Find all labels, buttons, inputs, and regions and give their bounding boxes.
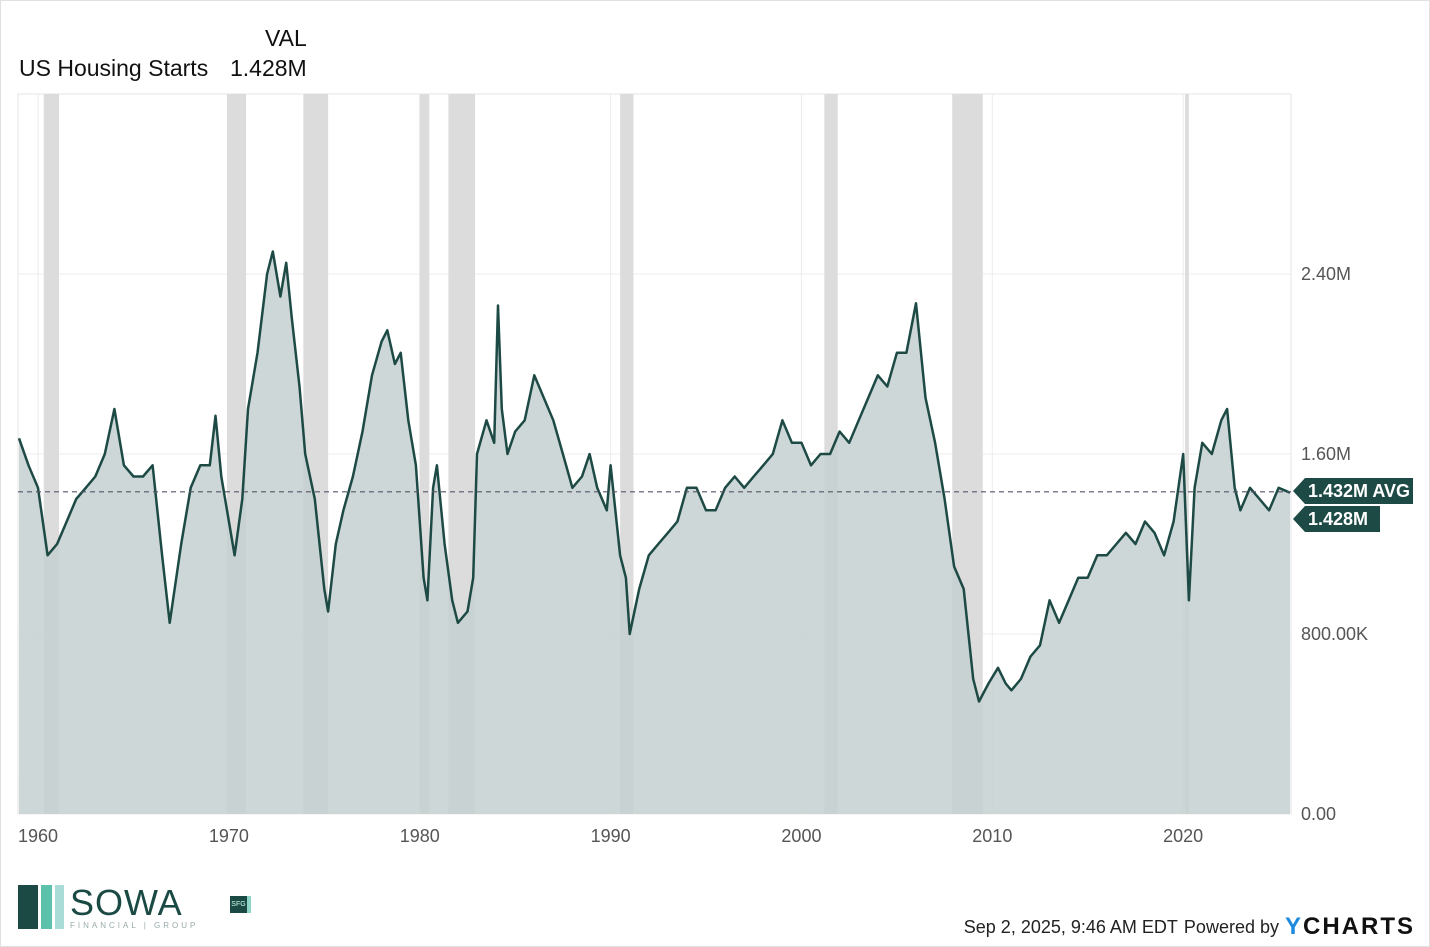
y-tick-label: 2.40M [1301, 264, 1351, 284]
value-column-header: VAL [265, 25, 307, 51]
last-value-label: 1.428M [1308, 509, 1368, 529]
ycharts-logo[interactable]: YCHARTS [1285, 913, 1415, 941]
x-tick-label: 1980 [400, 826, 440, 846]
logo-name: SOWA [70, 882, 183, 923]
recession-bar [1185, 94, 1189, 814]
sowa-logo: SOWA FINANCIAL | GROUP [18, 885, 198, 930]
x-tick-label: 1970 [209, 826, 249, 846]
powered-by: Powered by [1183, 916, 1279, 937]
average-label: 1.432M AVG [1308, 481, 1410, 501]
logo-subtitle: FINANCIAL | GROUP [70, 921, 199, 930]
sfg-badge-logo: SFG [230, 896, 251, 913]
x-tick-label: 2000 [781, 826, 821, 846]
x-tick-label: 2010 [972, 826, 1012, 846]
y-tick-label: 800.00K [1301, 624, 1368, 644]
y-tick-label: 1.60M [1301, 444, 1351, 464]
timestamp: Sep 2, 2025, 9:46 AM EDT [963, 916, 1178, 937]
y-tick-label: 0.00 [1301, 804, 1336, 824]
footer: Sep 2, 2025, 9:46 AM EDT Powered by YCHA… [964, 913, 1415, 941]
ycharts-logo-text: CHARTS [1303, 913, 1415, 940]
series-name[interactable]: US Housing Starts [19, 55, 209, 81]
current-value: 1.428M [230, 55, 307, 81]
average-label-bg [1293, 478, 1413, 504]
series-line [17, 250, 1291, 703]
last-value-label-bg [1293, 506, 1380, 532]
x-tick-label: 1990 [591, 826, 631, 846]
x-tick-label: 2020 [1163, 826, 1203, 846]
x-tick-label: 1960 [18, 826, 58, 846]
ycharts-logo-y: Y [1284, 913, 1303, 940]
recession-bar [419, 94, 430, 814]
logo-bars-icon [18, 885, 64, 929]
